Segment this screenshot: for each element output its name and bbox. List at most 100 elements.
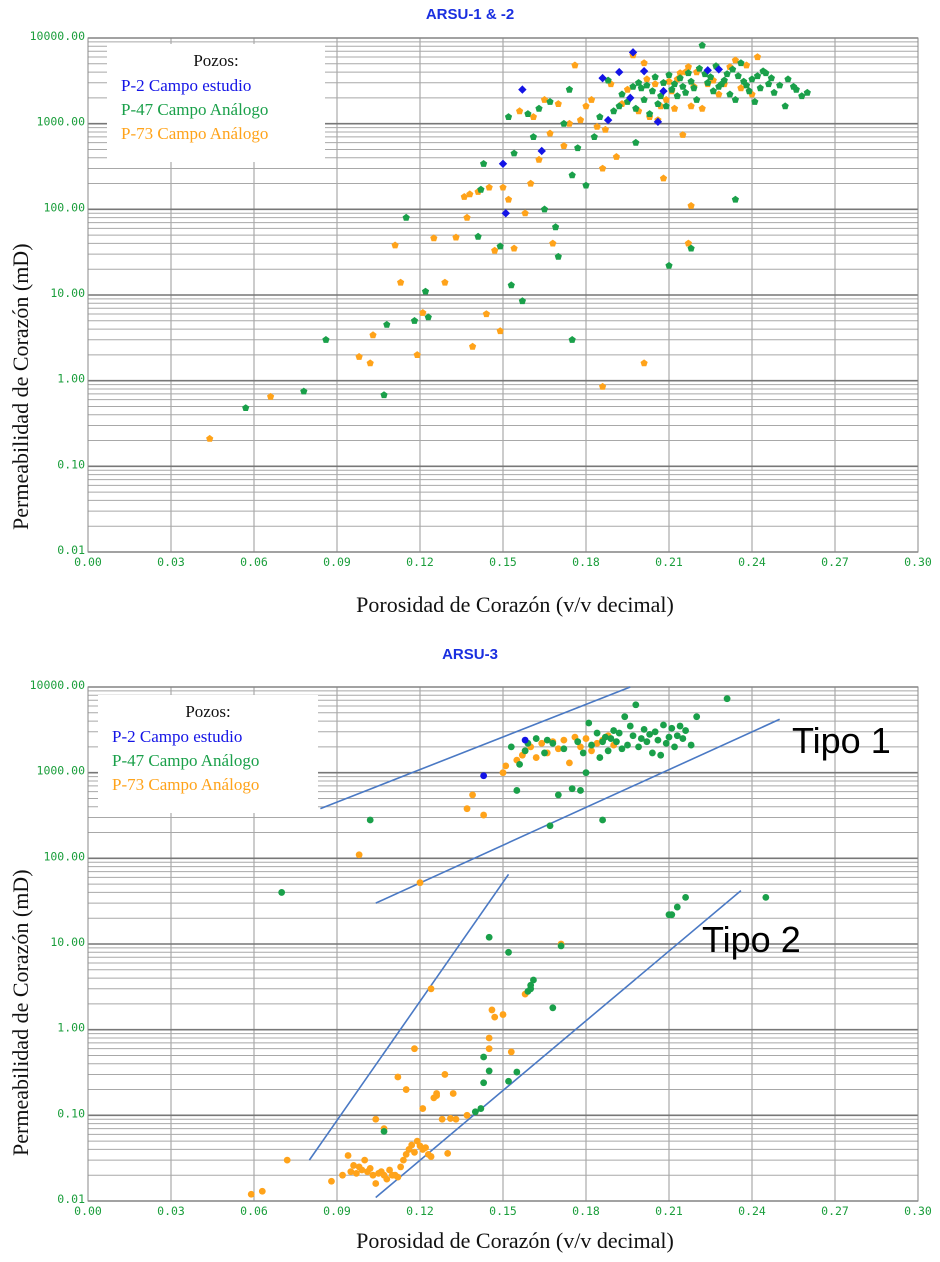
- data-point: [480, 160, 488, 167]
- data-point: [554, 252, 562, 260]
- data-point: [361, 1156, 369, 1164]
- data-point: [460, 193, 468, 200]
- data-point: [452, 1115, 460, 1123]
- data-point: [355, 851, 363, 859]
- chart-title: ARSU-1 & -2: [425, 6, 515, 23]
- data-point: [679, 82, 687, 90]
- data-point: [734, 72, 742, 80]
- data-point: [637, 735, 645, 742]
- data-point: [463, 1111, 471, 1119]
- data-point: [504, 195, 513, 203]
- data-point: [427, 1153, 435, 1160]
- data-point: [477, 1105, 485, 1112]
- x-tick-label: 0.03: [157, 1204, 185, 1218]
- data-point: [687, 244, 695, 252]
- data-point: [560, 119, 568, 127]
- tick-labels: 0.00 0.03 0.06 0.09 0.12 0.15 0.18 0.21 0.24 0.27…: [30, 678, 932, 1218]
- data-point: [682, 727, 689, 734]
- data-point: [427, 985, 435, 993]
- data-point: [723, 70, 731, 78]
- data-point: [646, 110, 654, 117]
- data-point: [507, 281, 515, 289]
- data-point: [676, 722, 684, 730]
- data-point: [687, 102, 695, 110]
- data-point: [499, 1011, 507, 1018]
- data-point: [485, 1045, 493, 1053]
- data-point: [499, 183, 507, 191]
- data-point: [498, 159, 508, 169]
- y-tick-label: 0.10: [57, 457, 85, 471]
- legend-box: [107, 44, 325, 162]
- data-point: [582, 102, 590, 110]
- data-point: [510, 149, 518, 157]
- data-point: [599, 382, 607, 390]
- legend-title: Pozos:: [185, 702, 230, 721]
- data-point: [751, 98, 759, 105]
- data-point: [463, 213, 471, 221]
- data-point: [646, 730, 654, 738]
- data-point: [709, 87, 717, 95]
- data-point: [626, 722, 634, 730]
- data-point: [366, 359, 374, 367]
- data-point: [662, 102, 670, 110]
- data-point: [682, 893, 689, 901]
- data-point: [615, 729, 623, 737]
- data-point: [635, 743, 642, 751]
- data-point: [660, 721, 667, 729]
- data-point: [485, 933, 493, 941]
- data-point: [532, 754, 540, 761]
- x-axis-label: Porosidad de Corazón (v/v decimal): [356, 1228, 674, 1253]
- legend-entry: P-47 Campo Análogo: [112, 751, 259, 770]
- data-point: [676, 69, 684, 77]
- data-point: [687, 741, 695, 749]
- data-point: [651, 728, 659, 736]
- trend-line: [320, 686, 631, 810]
- series-p2: [498, 48, 723, 218]
- data-point: [762, 893, 770, 901]
- data-point: [422, 1144, 429, 1152]
- data-point: [491, 246, 499, 254]
- data-point: [466, 190, 474, 198]
- data-point: [574, 144, 582, 152]
- data-point: [590, 133, 598, 140]
- data-point: [347, 1168, 355, 1176]
- data-point: [762, 69, 770, 77]
- data-point: [416, 879, 424, 887]
- data-point: [521, 209, 529, 217]
- plot-frame: [87, 37, 919, 553]
- y-tick-label: 10.00: [50, 286, 85, 300]
- data-point: [421, 287, 430, 295]
- data-point: [549, 239, 557, 247]
- series-p73: [247, 732, 618, 1198]
- data-point: [643, 75, 651, 83]
- data-point: [698, 104, 706, 112]
- data-point: [574, 738, 582, 746]
- data-point: [447, 1115, 454, 1122]
- data-point: [579, 749, 587, 757]
- data-point: [781, 102, 789, 110]
- data-point: [593, 123, 601, 130]
- data-point: [541, 749, 548, 757]
- data-point: [524, 110, 532, 117]
- data-point: [267, 392, 275, 400]
- data-point: [507, 743, 515, 751]
- data-point: [731, 56, 739, 64]
- data-point: [258, 1187, 266, 1195]
- data-point: [400, 1156, 407, 1164]
- chart-title: ARSU-3: [442, 646, 498, 663]
- data-point: [518, 85, 527, 94]
- data-point: [629, 82, 637, 90]
- y-tick-label: 100.00: [43, 200, 85, 214]
- legend-entry: P-73 Campo Análogo: [112, 775, 259, 794]
- data-point: [530, 976, 537, 984]
- data-point: [610, 727, 618, 734]
- data-point: [521, 747, 529, 755]
- legend: Pozos: P-2 Campo estudio P-47 Campo Análog…: [107, 44, 325, 162]
- data-point: [599, 738, 606, 746]
- x-tick-label: 0.09: [323, 555, 351, 569]
- data-point: [635, 79, 643, 86]
- data-point: [568, 785, 576, 793]
- data-point: [565, 85, 573, 93]
- data-point: [411, 1045, 418, 1053]
- data-point: [673, 903, 681, 911]
